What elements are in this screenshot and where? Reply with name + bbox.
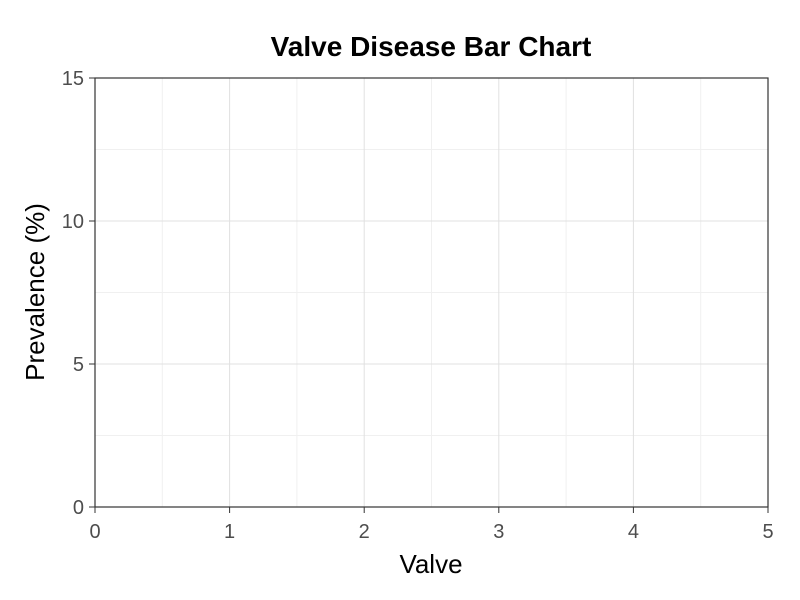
x-tick-label: 5: [762, 521, 773, 543]
x-tick-label: 0: [89, 521, 100, 543]
x-tick-label: 1: [224, 521, 235, 543]
y-tick-label: 10: [62, 211, 84, 233]
chart-title: Valve Disease Bar Chart: [271, 31, 592, 62]
axis-ticks: 0 1 2 3 4 5 0 5 10 15: [62, 68, 774, 543]
y-tick-label: 0: [73, 497, 84, 519]
x-tick-label: 3: [493, 521, 504, 543]
x-tick-label: 4: [628, 521, 639, 543]
panel-border: [94, 77, 769, 508]
x-axis-label: Valve: [399, 549, 462, 579]
y-tick-label: 15: [62, 68, 84, 90]
y-tick-label: 5: [73, 354, 84, 376]
y-axis-label: Prevalence (%): [20, 203, 50, 381]
x-tick-label: 2: [359, 521, 370, 543]
